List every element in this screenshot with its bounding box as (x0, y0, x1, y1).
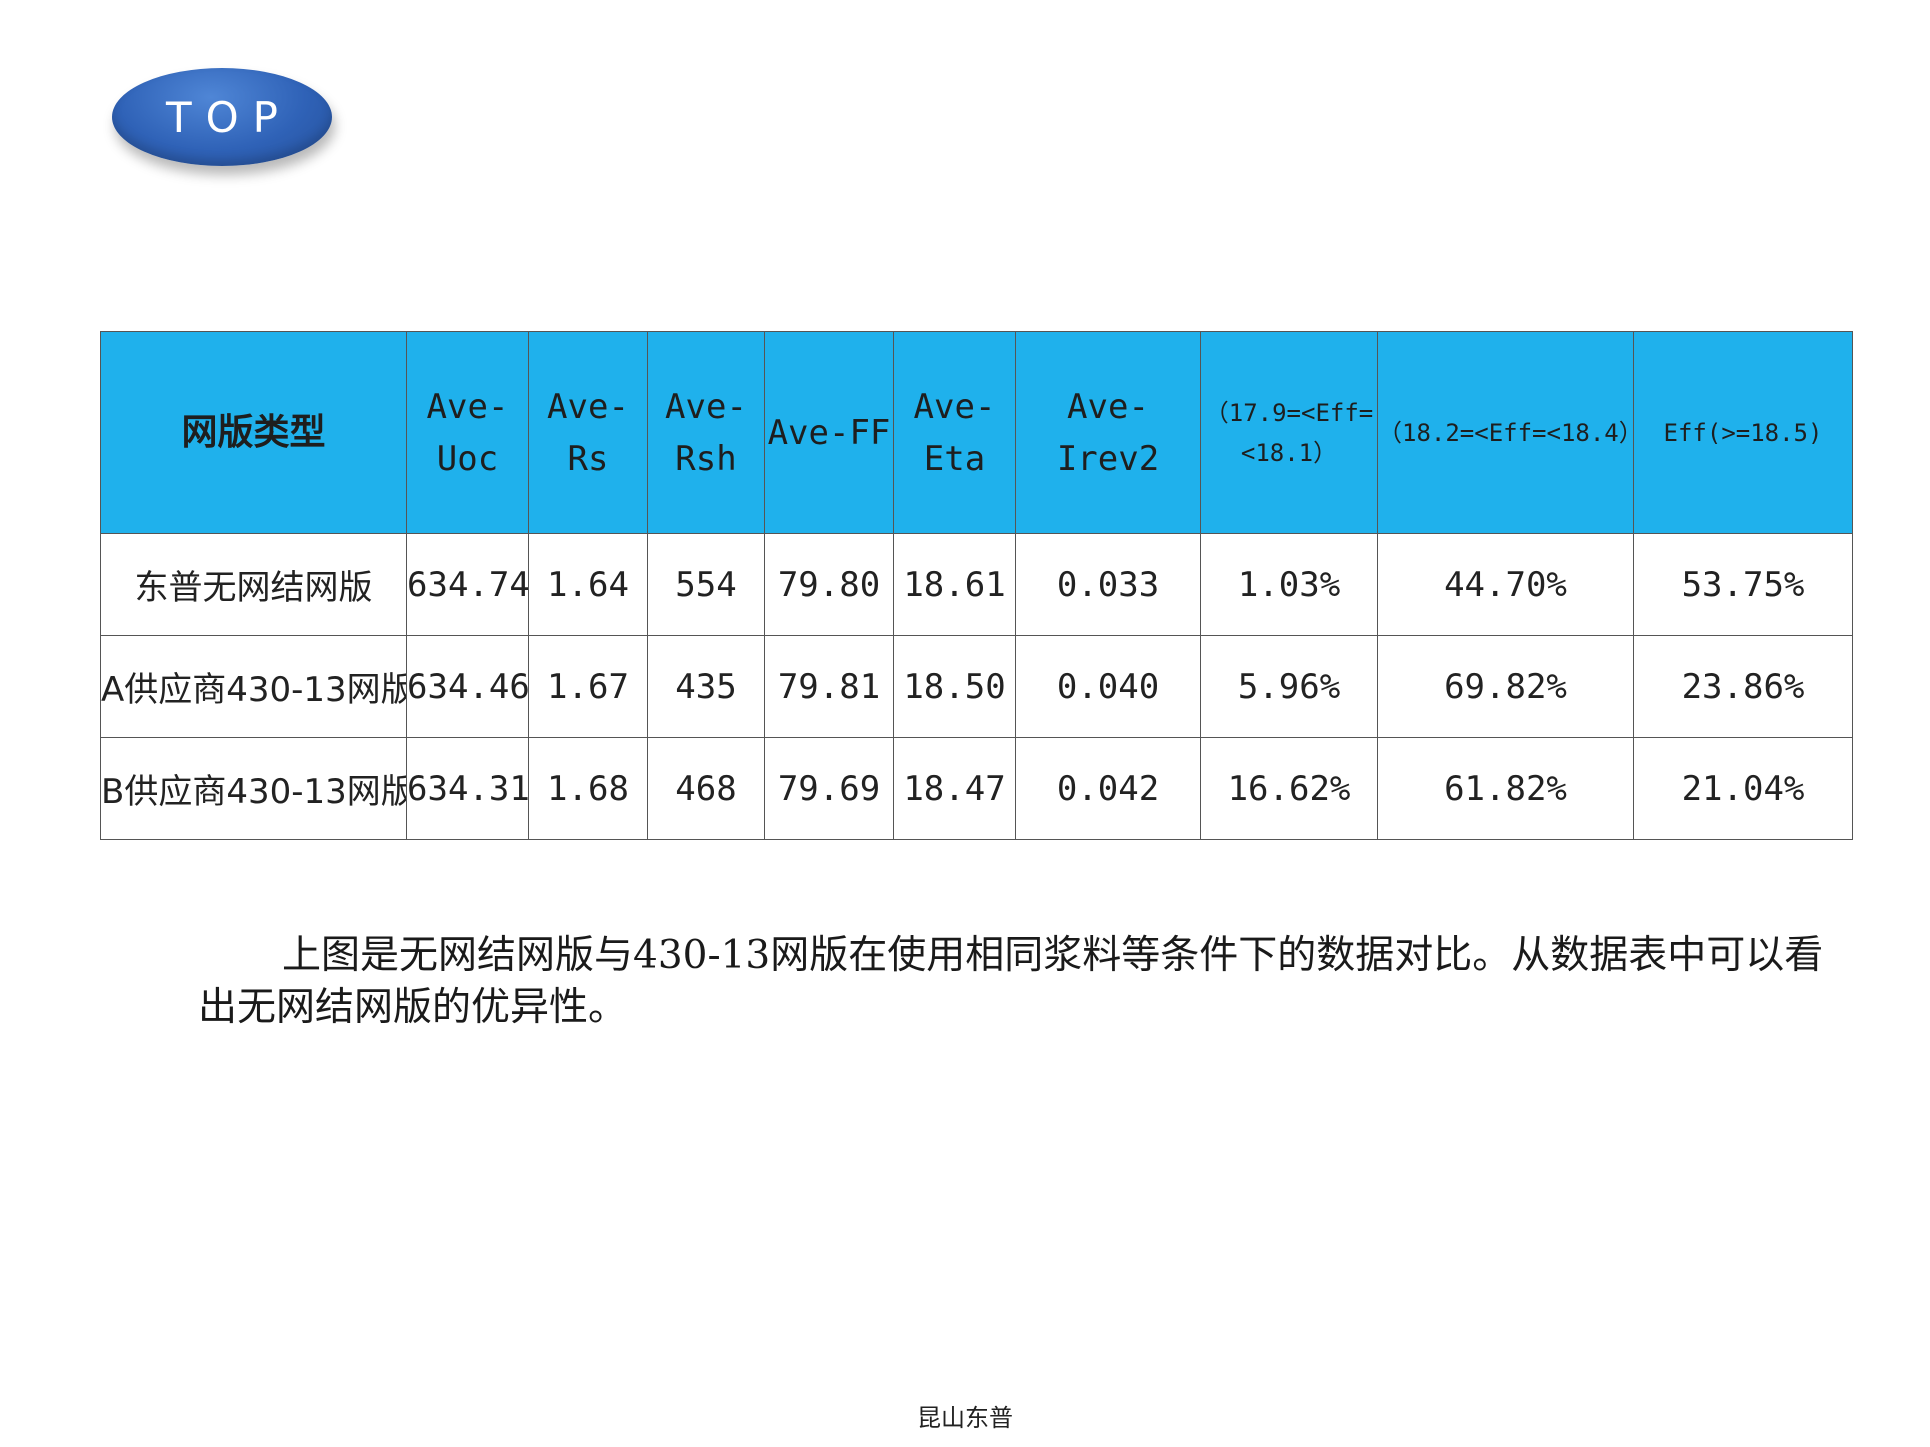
cell-eff-range-2: 69.82% (1377, 635, 1634, 738)
cell-ave-irev2: 0.040 (1015, 635, 1201, 738)
cell-eff-range-2: 44.70% (1377, 533, 1634, 636)
cell-eff-range-3: 21.04% (1633, 737, 1853, 840)
cell-ave-uoc: 634.74 (406, 533, 529, 636)
cell-ave-rsh: 468 (647, 737, 765, 840)
header-ave-irev2: Ave-Irev2 (1015, 331, 1201, 534)
table-row: B供应商430-13网版 634.31 1.68 468 79.69 18.47… (100, 737, 1853, 840)
table-row: 东普无网结网版 634.74 1.64 554 79.80 18.61 0.03… (100, 533, 1853, 636)
cell-ave-rs: 1.67 (528, 635, 648, 738)
cell-ave-rs: 1.64 (528, 533, 648, 636)
cell-ave-ff: 79.69 (764, 737, 894, 840)
top-badge: TOP (112, 68, 332, 166)
cell-eff-range-1: 1.03% (1200, 533, 1378, 636)
cell-ave-eta: 18.50 (893, 635, 1016, 738)
cell-ave-eta: 18.47 (893, 737, 1016, 840)
cell-eff-range-3: 23.86% (1633, 635, 1853, 738)
cell-ave-rsh: 435 (647, 635, 765, 738)
cell-ave-uoc: 634.46 (406, 635, 529, 738)
cell-eff-range-3: 53.75% (1633, 533, 1853, 636)
cell-eff-range-1: 5.96% (1200, 635, 1378, 738)
header-ave-uoc: Ave-Uoc (406, 331, 529, 534)
row-name: B供应商430-13网版 (100, 737, 407, 840)
cell-eff-range-2: 61.82% (1377, 737, 1634, 840)
row-name: 东普无网结网版 (100, 533, 407, 636)
header-eff-range-2: （18.2=<Eff=<18.4） (1377, 331, 1634, 534)
top-badge-label: TOP (165, 92, 293, 142)
cell-ave-uoc: 634.31 (406, 737, 529, 840)
header-screen-type: 网版类型 (100, 331, 407, 534)
header-ave-eta: Ave-Eta (893, 331, 1016, 534)
header-eff-range-1: （17.9=<Eff=<18.1） (1200, 331, 1378, 534)
cell-ave-rs: 1.68 (528, 737, 648, 840)
footer-company: 昆山东普 (917, 1404, 1013, 1432)
table-row: A供应商430-13网版 634.46 1.67 435 79.81 18.50… (100, 635, 1853, 738)
cell-ave-irev2: 0.033 (1015, 533, 1201, 636)
row-name: A供应商430-13网版 (100, 635, 407, 738)
cell-ave-irev2: 0.042 (1015, 737, 1201, 840)
header-ave-rs: Ave-Rs (528, 331, 648, 534)
table-header-row: 网版类型 Ave-Uoc Ave-Rs Ave-Rsh Ave-FF Ave-E… (100, 331, 1853, 534)
cell-eff-range-1: 16.62% (1200, 737, 1378, 840)
header-eff-range-3: Eff(>=18.5) (1633, 331, 1853, 534)
cell-ave-eta: 18.61 (893, 533, 1016, 636)
header-ave-ff: Ave-FF (764, 331, 894, 534)
cell-ave-ff: 79.81 (764, 635, 894, 738)
comparison-table: 网版类型 Ave-Uoc Ave-Rs Ave-Rsh Ave-FF Ave-E… (100, 331, 1853, 840)
header-ave-rsh: Ave-Rsh (647, 331, 765, 534)
cell-ave-ff: 79.80 (764, 533, 894, 636)
caption-paragraph: 上图是无网结网版与430-13网版在使用相同浆料等条件下的数据对比。从数据表中可… (198, 933, 1824, 1030)
cell-ave-rsh: 554 (647, 533, 765, 636)
